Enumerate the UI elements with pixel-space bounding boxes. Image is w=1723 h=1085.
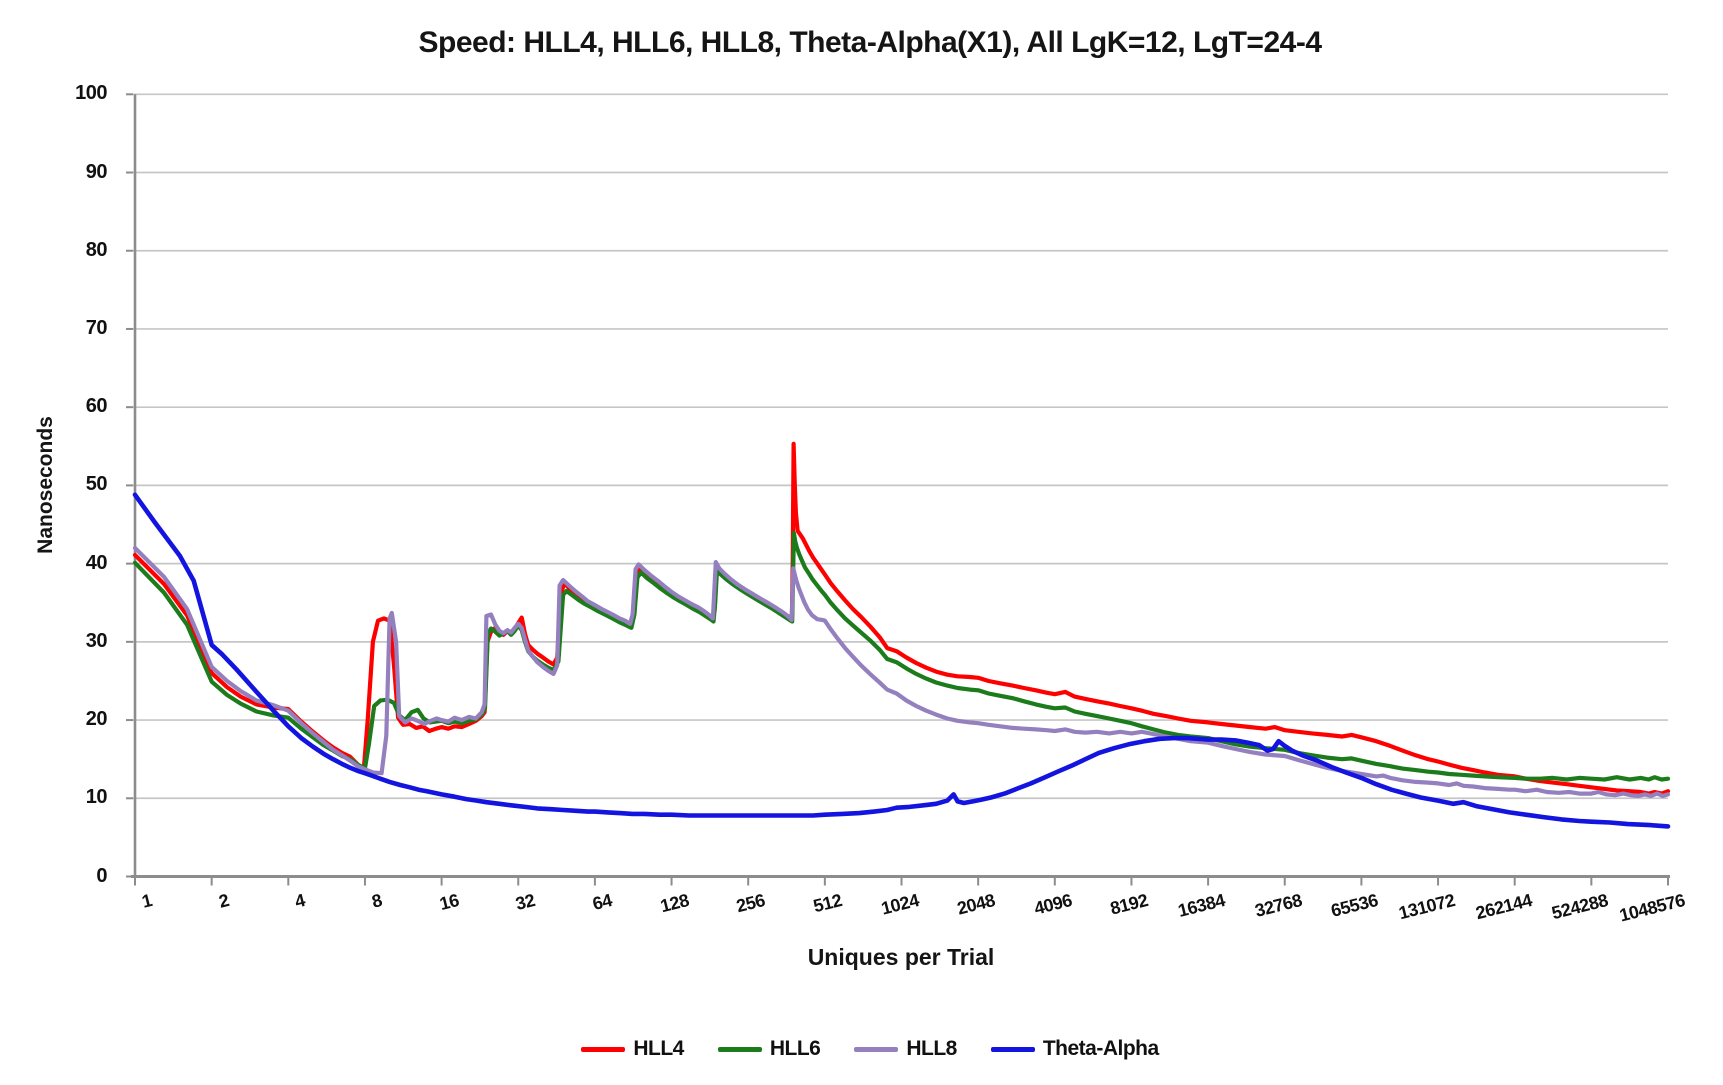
y-tick-label-70: 70 bbox=[85, 316, 108, 339]
y-tick-label-40: 40 bbox=[85, 551, 108, 574]
legend: HLL4 HLL6 HLL8 Theta-Alpha bbox=[0, 1028, 1723, 1070]
legend-item-hll6: HLL6 bbox=[717, 1037, 821, 1061]
y-tick-label-100: 100 bbox=[75, 82, 107, 105]
y-tick-label-0: 0 bbox=[96, 864, 107, 887]
y-tick-label-20: 20 bbox=[85, 708, 108, 731]
legend-swatch-hll8 bbox=[854, 1046, 899, 1052]
chart-title: Speed: HLL4, HLL6, HLL8, Theta-Alpha(X1)… bbox=[418, 26, 1322, 59]
y-tick-label-30: 30 bbox=[85, 629, 108, 652]
series-line-theta-alpha bbox=[132, 492, 1671, 829]
y-tick-label-90: 90 bbox=[85, 160, 108, 183]
legend-swatch-hll6 bbox=[717, 1046, 762, 1052]
y-tick-label-10: 10 bbox=[85, 786, 108, 809]
legend-swatch-hll4 bbox=[581, 1046, 626, 1052]
y-tick-label-80: 80 bbox=[85, 238, 108, 261]
legend-label-hll6: HLL6 bbox=[769, 1037, 821, 1060]
legend-swatch-theta-alpha bbox=[990, 1046, 1035, 1052]
legend-item-hll4: HLL4 bbox=[581, 1037, 684, 1061]
series-line-hll8 bbox=[132, 545, 1671, 799]
series-line-hll4 bbox=[132, 441, 1671, 796]
legend-label-theta-alpha: Theta-Alpha bbox=[1042, 1037, 1159, 1060]
legend-item-hll8: HLL8 bbox=[854, 1037, 957, 1061]
legend-label-hll8: HLL8 bbox=[906, 1037, 957, 1060]
legend-label-hll4: HLL4 bbox=[633, 1037, 684, 1060]
y-tick-label-60: 60 bbox=[85, 395, 108, 418]
x-axis-title: Uniques per Trial bbox=[807, 944, 995, 970]
y-tick-label-50: 50 bbox=[85, 473, 108, 496]
legend-item-theta-alpha: Theta-Alpha bbox=[990, 1037, 1159, 1061]
